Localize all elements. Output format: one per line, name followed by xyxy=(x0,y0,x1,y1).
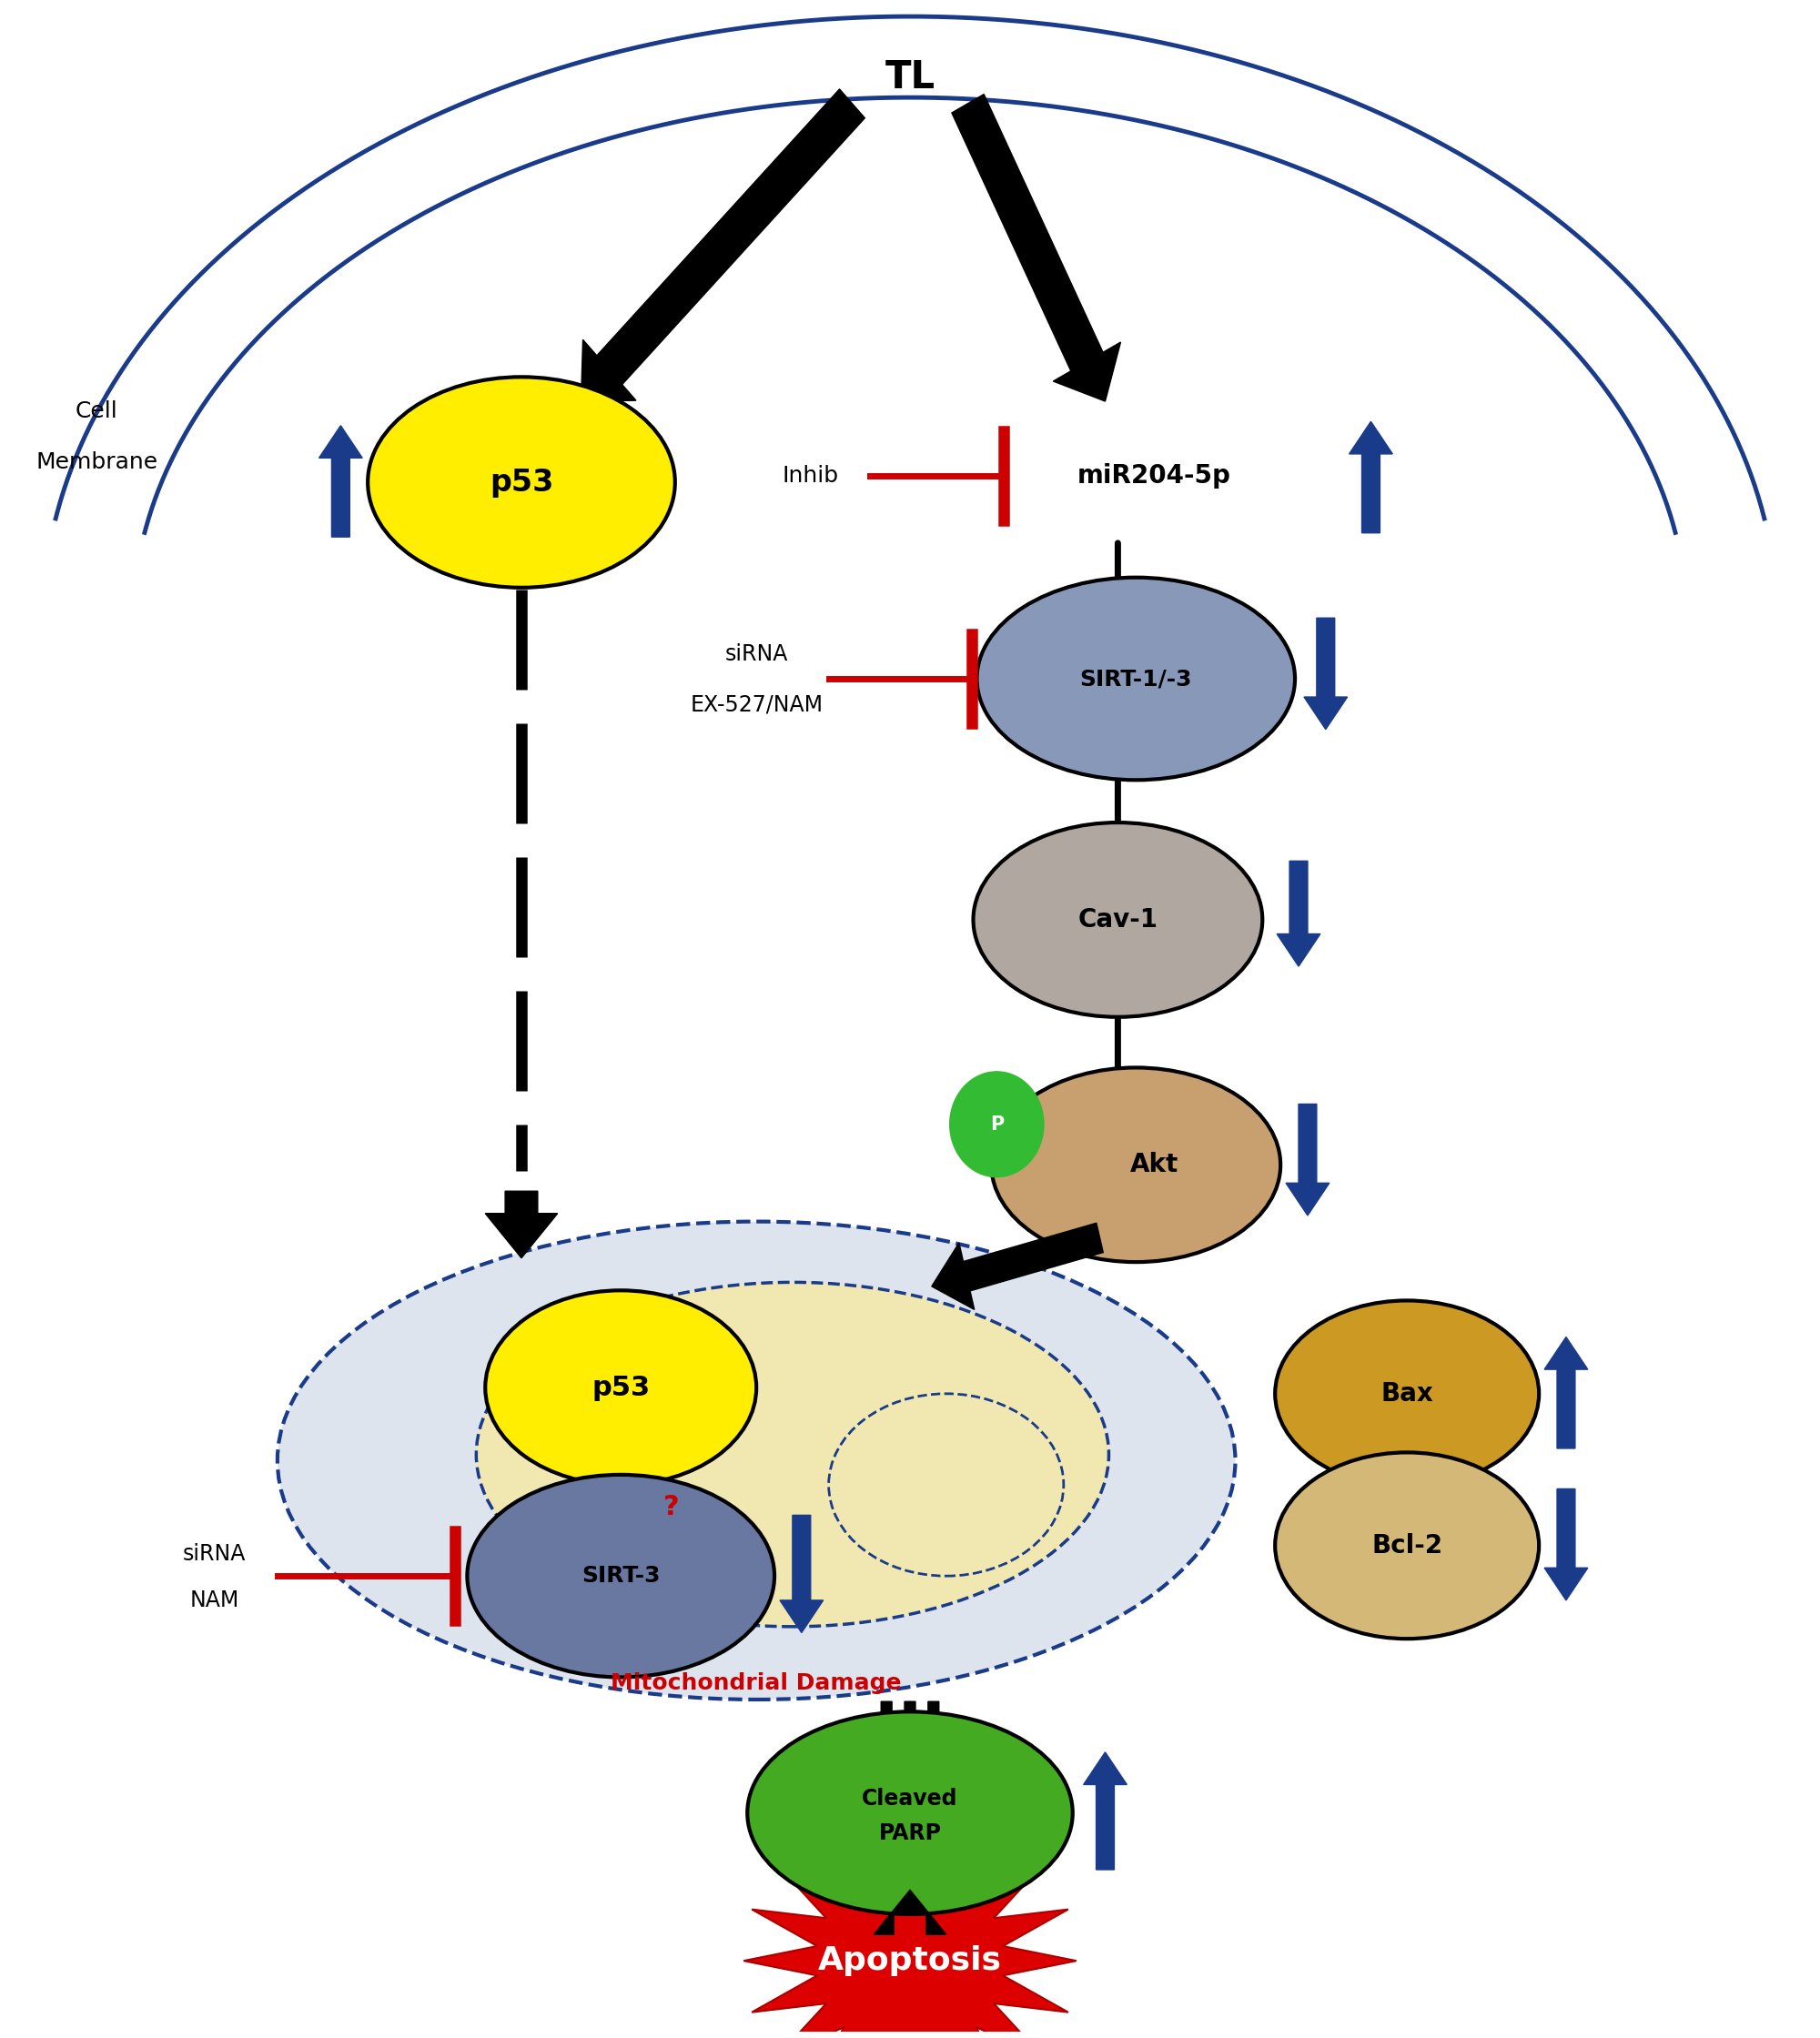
FancyArrow shape xyxy=(781,1514,823,1632)
Text: TL: TL xyxy=(885,59,935,96)
FancyArrow shape xyxy=(486,1190,557,1257)
Ellipse shape xyxy=(477,1282,1108,1626)
FancyArrow shape xyxy=(917,1702,950,1753)
Ellipse shape xyxy=(1276,1300,1540,1488)
FancyArrow shape xyxy=(1349,422,1392,532)
Circle shape xyxy=(950,1072,1043,1178)
Text: Akt: Akt xyxy=(1130,1151,1178,1178)
Text: SIRT-3: SIRT-3 xyxy=(581,1565,661,1588)
FancyArrow shape xyxy=(894,1702,926,1753)
Ellipse shape xyxy=(992,1068,1281,1262)
Text: Apoptosis: Apoptosis xyxy=(819,1946,1001,1977)
Text: P: P xyxy=(990,1115,1003,1133)
Text: ?: ? xyxy=(664,1494,679,1520)
Text: p53: p53 xyxy=(490,467,553,497)
Ellipse shape xyxy=(977,577,1296,781)
Text: EX-527/NAM: EX-527/NAM xyxy=(690,695,823,715)
FancyArrow shape xyxy=(932,1223,1103,1310)
FancyArrow shape xyxy=(1545,1490,1587,1600)
Text: Mitochondrial Damage: Mitochondrial Damage xyxy=(612,1673,901,1694)
FancyArrow shape xyxy=(581,90,864,401)
Text: Cav-1: Cav-1 xyxy=(1077,907,1158,933)
Text: Inhib: Inhib xyxy=(783,465,839,487)
Ellipse shape xyxy=(828,1394,1063,1575)
Ellipse shape xyxy=(974,823,1263,1017)
FancyArrow shape xyxy=(1303,618,1347,730)
FancyArrow shape xyxy=(1278,860,1320,966)
FancyArrow shape xyxy=(874,1889,946,1934)
Text: Membrane: Membrane xyxy=(36,450,158,473)
Polygon shape xyxy=(744,1793,1076,2038)
FancyArrow shape xyxy=(318,426,362,536)
Text: Bcl-2: Bcl-2 xyxy=(1372,1533,1443,1559)
FancyArrow shape xyxy=(870,1702,903,1753)
FancyArrow shape xyxy=(1545,1337,1587,1449)
Ellipse shape xyxy=(748,1712,1072,1914)
Text: SIRT-1/-3: SIRT-1/-3 xyxy=(1079,668,1192,689)
Ellipse shape xyxy=(1276,1453,1540,1639)
Text: NAM: NAM xyxy=(189,1590,238,1612)
Text: siRNA: siRNA xyxy=(724,644,788,664)
FancyArrow shape xyxy=(1287,1105,1329,1215)
Ellipse shape xyxy=(368,377,675,587)
Text: Cleaved: Cleaved xyxy=(863,1787,957,1810)
Text: miR204-5p: miR204-5p xyxy=(1077,463,1230,489)
Text: PARP: PARP xyxy=(879,1822,941,1844)
Ellipse shape xyxy=(468,1476,775,1677)
Ellipse shape xyxy=(277,1221,1236,1700)
FancyArrow shape xyxy=(1083,1753,1127,1869)
FancyArrow shape xyxy=(952,94,1121,401)
Text: siRNA: siRNA xyxy=(182,1543,246,1565)
Text: Cell: Cell xyxy=(75,401,118,422)
Text: p53: p53 xyxy=(592,1374,650,1400)
Ellipse shape xyxy=(486,1290,757,1486)
Text: Bax: Bax xyxy=(1381,1382,1434,1406)
